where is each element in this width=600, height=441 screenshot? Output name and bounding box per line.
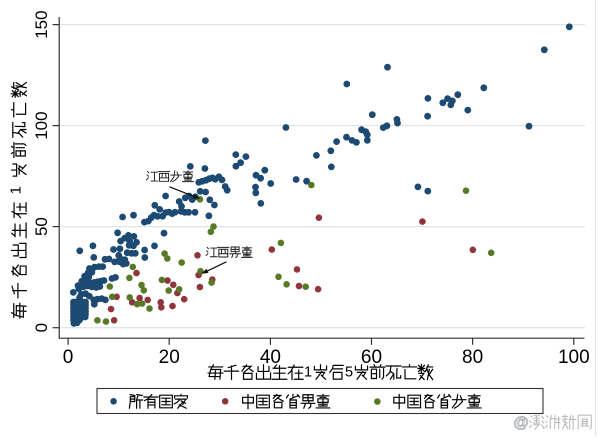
- svg-text:60: 60: [361, 347, 382, 368]
- svg-text:150: 150: [32, 10, 51, 38]
- svg-text:80: 80: [462, 347, 483, 368]
- svg-text:1: 1: [304, 364, 312, 380]
- svg-text:100: 100: [32, 111, 51, 139]
- svg-text:5: 5: [345, 364, 353, 380]
- svg-text:40: 40: [260, 347, 281, 368]
- svg-text:@: @: [513, 415, 528, 432]
- svg-text:100: 100: [558, 347, 590, 368]
- svg-text:0: 0: [32, 323, 51, 332]
- svg-text:20: 20: [159, 347, 180, 368]
- svg-text:0: 0: [63, 347, 74, 368]
- svg-text:1: 1: [7, 186, 24, 194]
- svg-text:50: 50: [32, 217, 51, 236]
